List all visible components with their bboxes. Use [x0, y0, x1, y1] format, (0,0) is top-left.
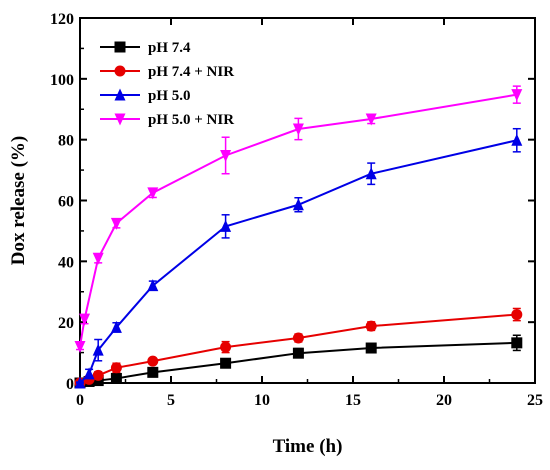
data-point — [511, 309, 523, 321]
data-point — [92, 369, 104, 381]
x-tick-label: 5 — [167, 392, 175, 409]
y-tick-label: 40 — [58, 254, 74, 271]
data-point — [92, 252, 104, 265]
data-point — [511, 133, 523, 146]
legend-marker — [114, 88, 126, 101]
series-3 — [74, 85, 523, 353]
legend-label: pH 5.0 + NIR — [148, 112, 234, 128]
data-point — [365, 113, 377, 126]
y-tick-label: 100 — [50, 72, 74, 89]
data-point — [365, 342, 377, 354]
data-point — [147, 279, 159, 292]
x-tick-label: 0 — [76, 392, 84, 409]
data-point — [110, 320, 122, 333]
data-point — [147, 366, 159, 378]
x-tick-label: 15 — [345, 392, 361, 409]
data-point — [74, 376, 86, 389]
data-point — [220, 149, 232, 162]
y-tick-label: 80 — [58, 133, 74, 150]
y-tick-label: 0 — [66, 376, 74, 393]
data-point — [292, 198, 304, 211]
data-point — [365, 167, 377, 180]
data-point — [110, 217, 122, 230]
data-point — [220, 219, 232, 232]
legend-label: pH 5.0 — [148, 88, 191, 104]
legend-label: pH 7.4 — [148, 40, 191, 56]
x-tick-label: 20 — [436, 392, 452, 409]
x-axis-title: Time (h) — [273, 436, 343, 457]
data-point — [511, 89, 523, 102]
y-axis-title: Dox release (%) — [8, 136, 29, 265]
legend: pH 7.4 pH 7.4 + NIR pH 5.0 pH 5.0 + NIR — [100, 40, 234, 128]
legend-marker — [114, 113, 126, 126]
data-point — [79, 313, 91, 326]
legend-marker — [114, 41, 126, 53]
data-point — [220, 341, 232, 353]
x-tick-label: 25 — [527, 392, 543, 409]
series-line — [79, 139, 518, 384]
data-point — [220, 357, 232, 369]
data-point — [74, 341, 86, 353]
data-point — [511, 337, 523, 349]
data-point — [292, 332, 304, 344]
data-point — [292, 347, 304, 359]
data-point — [92, 343, 104, 356]
data-point — [292, 123, 304, 136]
series-2 — [74, 127, 523, 389]
data-point — [83, 367, 95, 380]
legend-label: pH 7.4 + NIR — [148, 64, 234, 80]
data-point — [147, 355, 159, 367]
data-point — [110, 362, 122, 374]
y-tick-label: 20 — [58, 315, 74, 332]
x-tick-label: 10 — [254, 392, 270, 409]
y-tick-label: 60 — [58, 194, 74, 211]
y-tick-label: 120 — [50, 11, 74, 28]
data-point — [365, 320, 377, 332]
legend-marker — [114, 65, 126, 77]
data-point — [110, 372, 122, 384]
data-point — [147, 187, 159, 200]
